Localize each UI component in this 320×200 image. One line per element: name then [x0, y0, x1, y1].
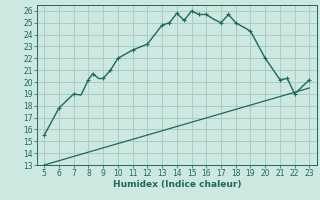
X-axis label: Humidex (Indice chaleur): Humidex (Indice chaleur): [113, 180, 241, 189]
